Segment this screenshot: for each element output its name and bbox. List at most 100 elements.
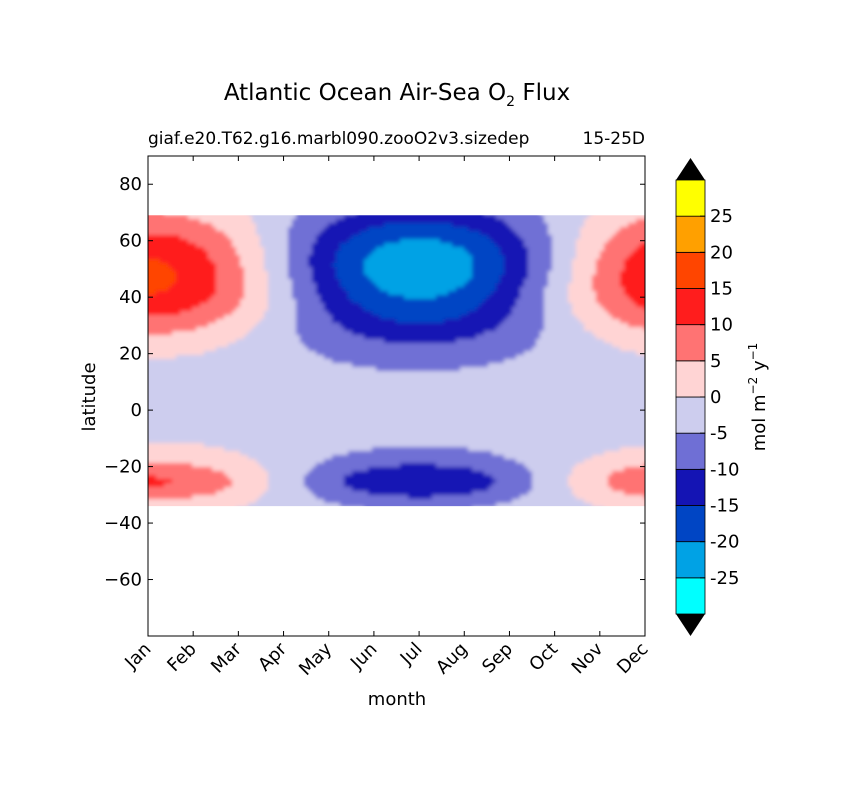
field-cell <box>272 283 277 288</box>
field-cell <box>404 315 409 320</box>
field-cell <box>244 279 249 284</box>
field-cell <box>164 351 169 356</box>
field-cell <box>468 275 473 280</box>
field-cell <box>192 299 197 304</box>
field-cell <box>360 295 365 300</box>
field-cell <box>156 231 161 236</box>
field-cell <box>640 331 645 336</box>
field-cell <box>188 227 193 232</box>
field-cell <box>384 339 389 344</box>
field-cell <box>476 335 481 340</box>
field-cell <box>380 223 385 228</box>
field-cell <box>624 243 629 248</box>
field-cell <box>448 315 453 320</box>
field-cell <box>344 363 349 368</box>
field-cell <box>368 271 373 276</box>
field-cell <box>348 243 353 248</box>
field-cell <box>424 303 429 308</box>
field-cell <box>228 359 233 364</box>
field-cell <box>472 267 477 272</box>
field-cell <box>536 295 541 300</box>
field-cell <box>172 263 177 268</box>
field-cell <box>556 351 561 356</box>
field-cell <box>476 223 481 228</box>
field-cell <box>604 355 609 360</box>
field-cell <box>476 295 481 300</box>
field-cell <box>172 335 177 340</box>
field-cell <box>264 367 269 372</box>
field-cell <box>524 335 529 340</box>
field-cell <box>628 247 633 252</box>
field-cell <box>496 355 501 360</box>
field-cell <box>324 319 329 324</box>
field-cell <box>604 247 609 252</box>
field-cell <box>168 227 173 232</box>
field-cell <box>448 359 453 364</box>
field-cell <box>588 315 593 320</box>
field-cell <box>296 283 301 288</box>
field-cell <box>300 275 305 280</box>
field-cell <box>456 291 461 296</box>
field-cell <box>364 247 369 252</box>
field-cell <box>276 283 281 288</box>
field-cell <box>200 343 205 348</box>
field-cell <box>636 327 641 332</box>
field-cell <box>440 271 445 276</box>
field-cell <box>320 267 325 272</box>
field-cell <box>616 311 621 316</box>
field-cell <box>376 283 381 288</box>
field-cell <box>372 311 377 316</box>
field-cell <box>176 295 181 300</box>
field-cell <box>608 347 613 352</box>
field-cell <box>188 247 193 252</box>
field-cell <box>344 323 349 328</box>
field-cell <box>480 327 485 332</box>
field-cell <box>492 247 497 252</box>
field-cell <box>612 251 617 256</box>
field-cell <box>232 323 237 328</box>
field-cell <box>232 295 237 300</box>
field-cell <box>404 351 409 356</box>
field-cell <box>448 219 453 224</box>
field-cell <box>448 247 453 252</box>
field-cell <box>424 363 429 368</box>
field-cell <box>212 223 217 228</box>
field-cell <box>536 223 541 228</box>
field-cell <box>536 255 541 260</box>
field-cell <box>268 315 273 320</box>
field-cell <box>228 311 233 316</box>
field-cell <box>376 311 381 316</box>
field-cell <box>212 355 217 360</box>
field-cell <box>284 323 289 328</box>
field-cell <box>588 351 593 356</box>
field-cell <box>428 295 433 300</box>
field-cell <box>316 303 321 308</box>
field-cell <box>288 367 293 372</box>
field-cell <box>436 327 441 332</box>
field-cell <box>180 363 185 368</box>
field-cell <box>304 227 309 232</box>
field-cell <box>240 331 245 336</box>
field-cell <box>580 307 585 312</box>
field-cell <box>556 259 561 264</box>
field-cell <box>428 351 433 356</box>
field-cell <box>348 259 353 264</box>
field-cell <box>432 247 437 252</box>
field-cell <box>180 219 185 224</box>
field-cell <box>208 247 213 252</box>
field-cell <box>412 235 417 240</box>
field-cell <box>168 359 173 364</box>
field-cell <box>616 359 621 364</box>
field-cell <box>400 275 405 280</box>
field-cell <box>612 299 617 304</box>
field-cell <box>228 263 233 268</box>
field-cell <box>604 259 609 264</box>
field-cell <box>332 227 337 232</box>
field-cell <box>608 255 613 260</box>
field-cell <box>332 275 337 280</box>
field-cell <box>528 315 533 320</box>
field-cell <box>448 303 453 308</box>
field-cell <box>592 227 597 232</box>
field-cell <box>304 247 309 252</box>
